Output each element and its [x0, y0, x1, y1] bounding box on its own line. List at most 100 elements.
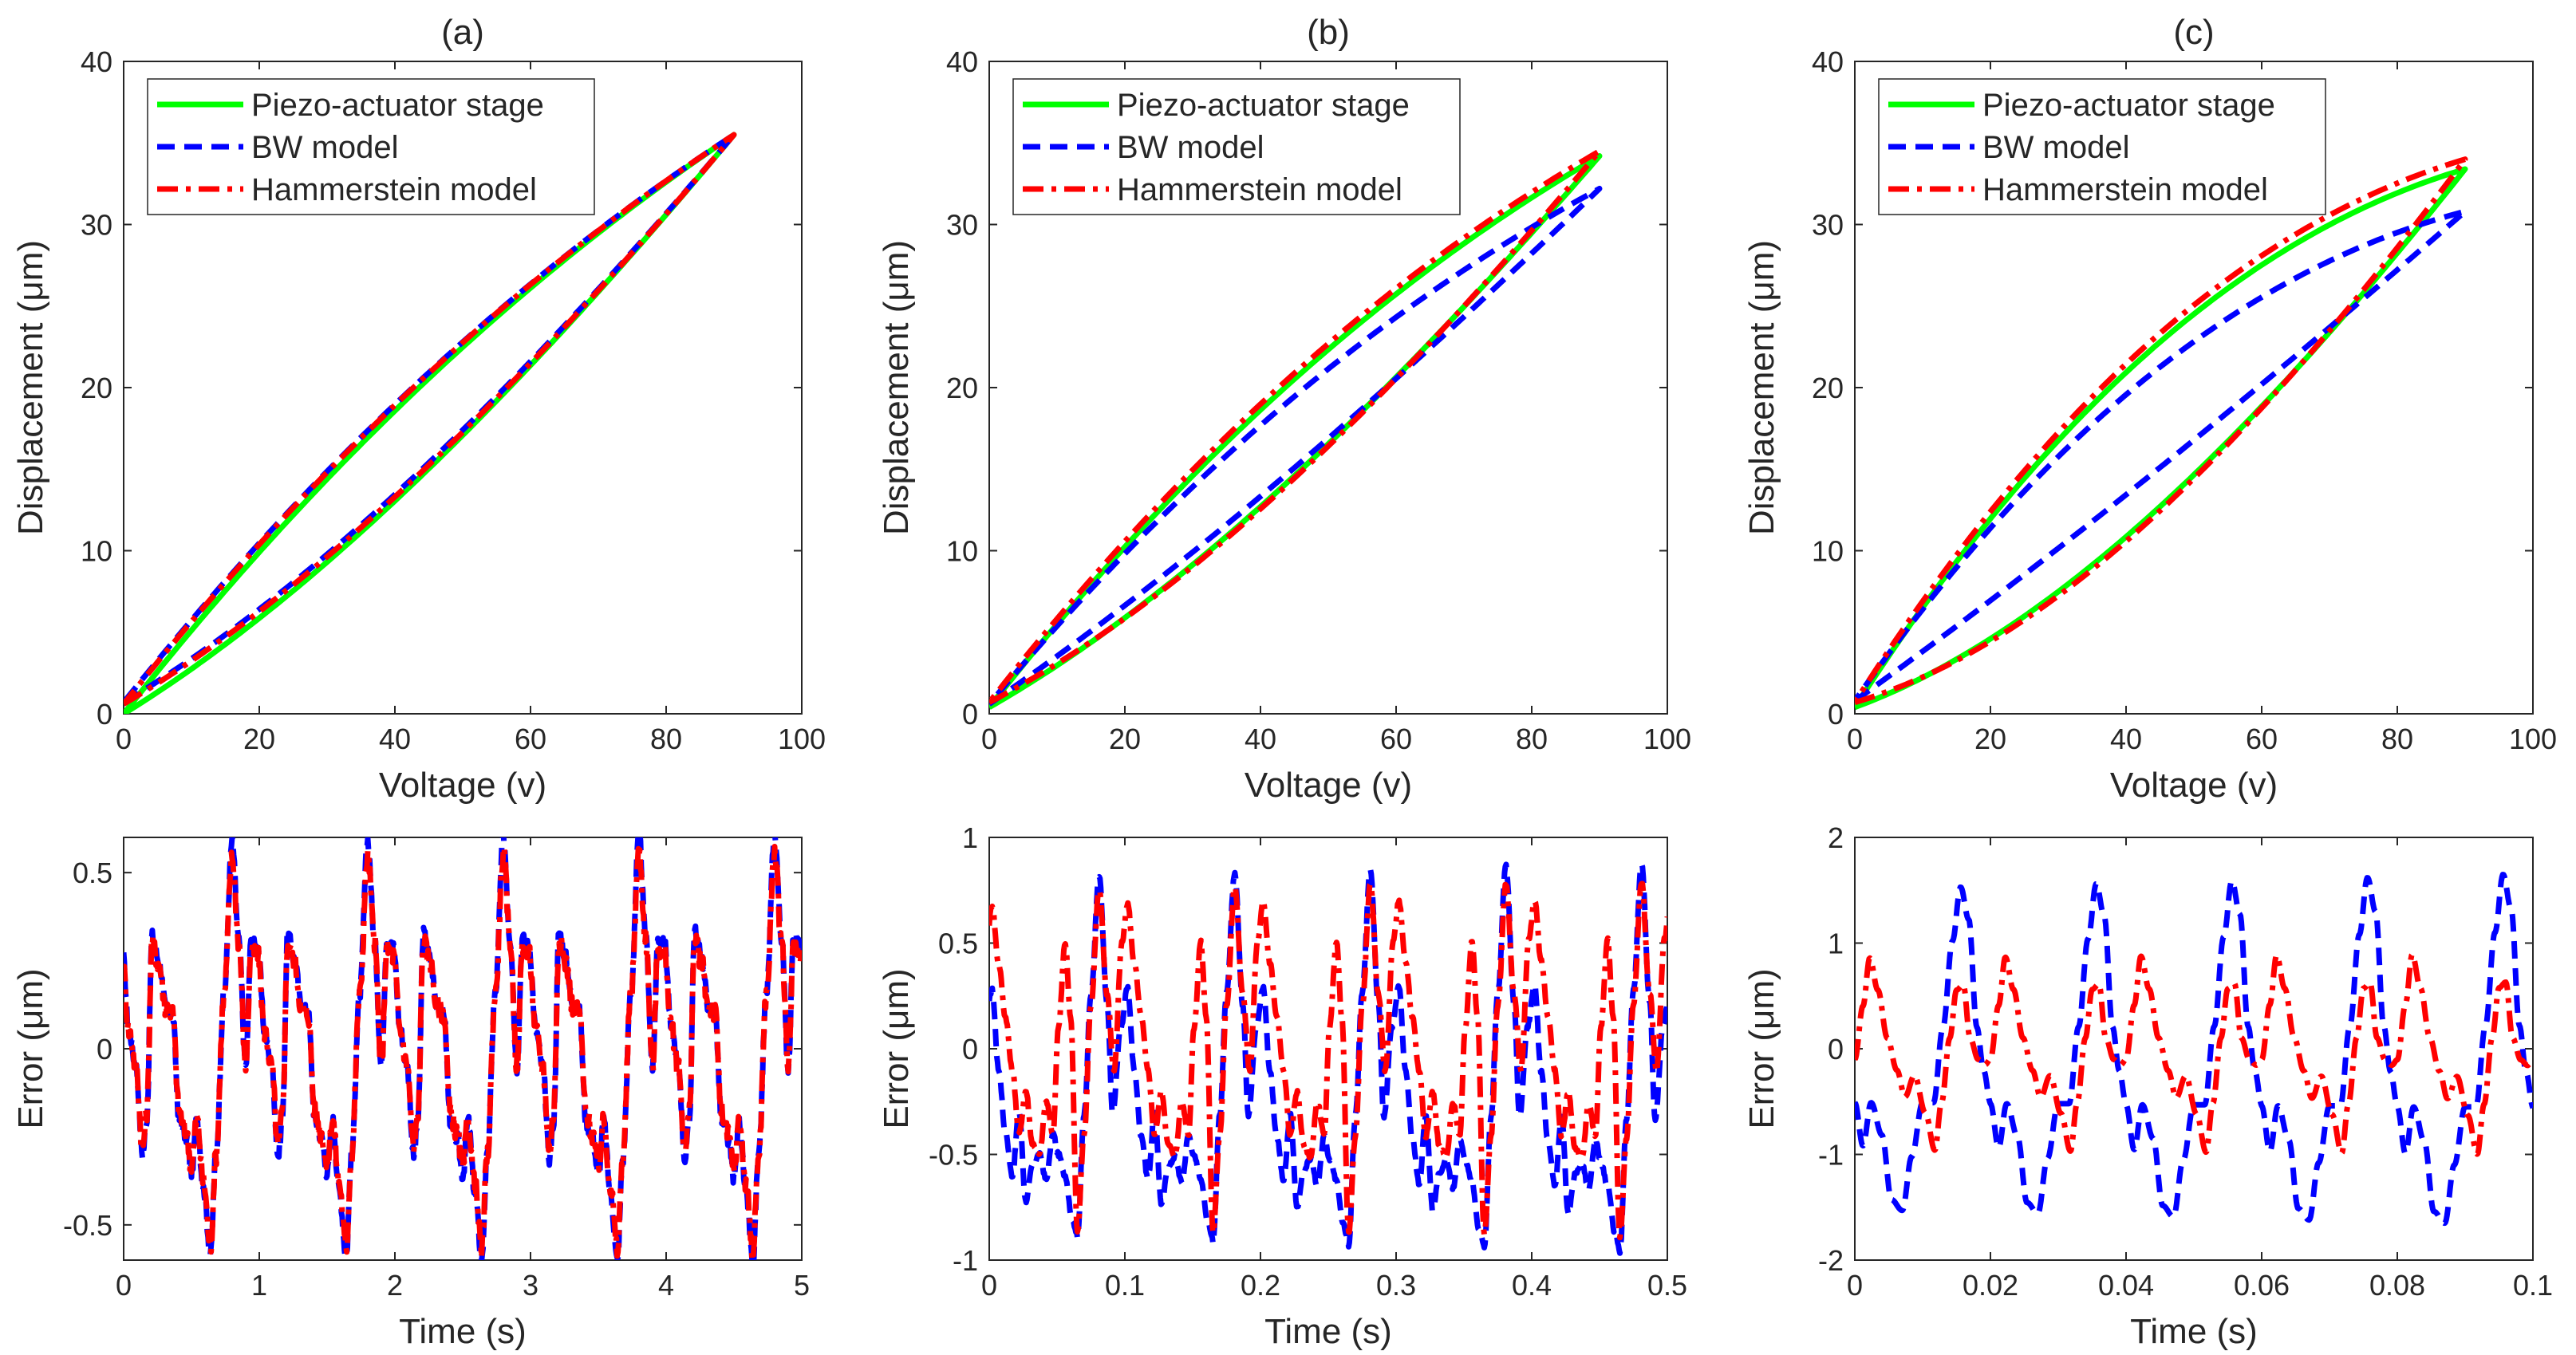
x-tick-label: 0: [981, 1269, 997, 1302]
y-axis-label: Displacement (μm): [1742, 240, 1781, 535]
y-tick-label: 20: [946, 372, 978, 404]
x-tick-label: 60: [515, 723, 546, 755]
x-tick-label: 40: [2110, 723, 2142, 755]
tick-marks: [988, 837, 1668, 1261]
x-tick-label: 80: [1516, 723, 1548, 755]
y-tick-label: 1: [1828, 928, 1844, 960]
plot-title: (a): [441, 13, 484, 52]
x-tick-label: 5: [794, 1269, 810, 1302]
y-axis-label: Displacement (μm): [11, 240, 50, 535]
x-tick-label: 40: [1245, 723, 1276, 755]
series-group: [989, 148, 1603, 710]
x-tick-label: 0.06: [2234, 1269, 2290, 1302]
x-tick-label: 1: [251, 1269, 267, 1302]
x-tick-label: 2: [387, 1269, 403, 1302]
x-tick-label: 60: [2246, 723, 2278, 755]
y-tick-label: 1: [962, 821, 978, 854]
legend: Piezo-actuator stage BW model Hammerstein …: [1878, 78, 2326, 215]
y-tick-label: -1: [1818, 1139, 1844, 1172]
x-tick-label: 0.08: [2369, 1269, 2425, 1302]
legend-entry: BW model: [251, 130, 399, 165]
x-tick-label: 20: [1109, 723, 1141, 755]
y-tick-label: 2: [1828, 821, 1844, 854]
legend-entry: Piezo-actuator stage: [1982, 88, 2275, 123]
x-tick-label: 40: [379, 723, 411, 755]
series-line-piezo-actuator-stage: [989, 153, 1603, 710]
series-group: [989, 861, 1667, 1256]
subplot-3: 0 20 40 60 80 100 0 10 20 30 40 Voltage (v) Displace…: [1742, 13, 2557, 805]
x-tick-label: 0: [981, 723, 997, 755]
legend-entry: Piezo-actuator stage: [1117, 88, 1410, 123]
x-tick-label: 0.5: [1647, 1269, 1687, 1302]
x-axis-label: Time (s): [2130, 1312, 2258, 1351]
y-tick-label: 10: [946, 535, 978, 568]
y-tick-label: 0: [1828, 698, 1844, 731]
y-tick-label: 10: [81, 535, 112, 568]
y-tick-label: 30: [946, 209, 978, 242]
series-line-bw-model: [989, 186, 1603, 707]
series-group: [1855, 872, 2533, 1227]
tick-marks: [123, 61, 803, 715]
x-tick-label: 4: [658, 1269, 674, 1302]
series-line-hammerstein-model: [124, 132, 737, 707]
legend-entry: Hammerstein model: [251, 172, 537, 207]
x-axis-label: Time (s): [1264, 1312, 1392, 1351]
y-tick-label: 40: [1812, 45, 1844, 78]
x-tick-label: 100: [2509, 723, 2557, 755]
subplot-2: 0 20 40 60 80 100 0 10 20 30 40 Voltage (v) Displace…: [877, 13, 1691, 805]
y-tick-label: 30: [1812, 209, 1844, 242]
series-line-piezo-actuator-stage: [1855, 166, 2468, 711]
y-tick-label: 10: [1812, 535, 1844, 568]
y-axis-label: Error (μm): [11, 968, 50, 1129]
y-tick-label: 30: [81, 209, 112, 242]
subplot-5: 0 0.1 0.2 0.3 0.4 0.5 -1 -0.5 0 0.5 1 Time (s) Error…: [877, 821, 1687, 1351]
y-tick-label: 0: [962, 1033, 978, 1065]
x-tick-label: 80: [650, 723, 682, 755]
series-line-bw-model: [1855, 872, 2533, 1227]
series-line-hammerstein-model: [989, 880, 1667, 1241]
y-axis-label: Error (μm): [877, 968, 916, 1129]
series-line-hammerstein-model: [124, 844, 802, 1260]
x-axis-label: Voltage (v): [379, 766, 546, 805]
x-tick-label: 0.4: [1512, 1269, 1552, 1302]
x-tick-label: 0.04: [2098, 1269, 2154, 1302]
y-tick-label: 40: [946, 45, 978, 78]
y-tick-label: 40: [81, 45, 112, 78]
legend-entry: BW model: [1117, 130, 1264, 165]
y-tick-label: -0.5: [929, 1139, 978, 1172]
y-tick-label: 0: [1828, 1033, 1844, 1065]
x-tick-label: 0: [116, 723, 132, 755]
x-tick-label: 0.1: [2513, 1269, 2553, 1302]
tick-marks: [1854, 61, 2534, 715]
legend-entry: Piezo-actuator stage: [251, 88, 544, 123]
y-tick-label: 20: [1812, 372, 1844, 404]
x-tick-label: 100: [1643, 723, 1691, 755]
y-tick-label: 20: [81, 372, 112, 404]
x-tick-label: 0.02: [1963, 1269, 2018, 1302]
series-group: [1855, 156, 2468, 711]
series-line-bw-model: [124, 837, 802, 1260]
x-axis-label: Voltage (v): [2110, 766, 2278, 805]
x-tick-label: 60: [1380, 723, 1412, 755]
x-tick-label: 100: [778, 723, 826, 755]
series-line-hammerstein-model: [1855, 951, 2533, 1157]
x-tick-label: 20: [1974, 723, 2006, 755]
x-tick-label: 0: [1847, 723, 1863, 755]
x-tick-label: 0: [1847, 1269, 1863, 1302]
y-tick-label: 0: [962, 698, 978, 731]
legend-entry: BW model: [1982, 130, 2130, 165]
x-tick-label: 0.3: [1376, 1269, 1416, 1302]
x-tick-label: 0.1: [1105, 1269, 1145, 1302]
x-tick-label: 0.2: [1241, 1269, 1280, 1302]
y-tick-label: -2: [1818, 1244, 1844, 1277]
x-tick-label: 80: [2381, 723, 2413, 755]
y-tick-label: 0.5: [73, 857, 112, 889]
y-tick-label: 0: [97, 698, 112, 731]
series-line-hammerstein-model: [989, 148, 1603, 705]
x-axis-label: Time (s): [399, 1312, 527, 1351]
x-axis-label: Voltage (v): [1245, 766, 1412, 805]
y-tick-label: -0.5: [63, 1209, 112, 1242]
series-group: [124, 132, 737, 714]
